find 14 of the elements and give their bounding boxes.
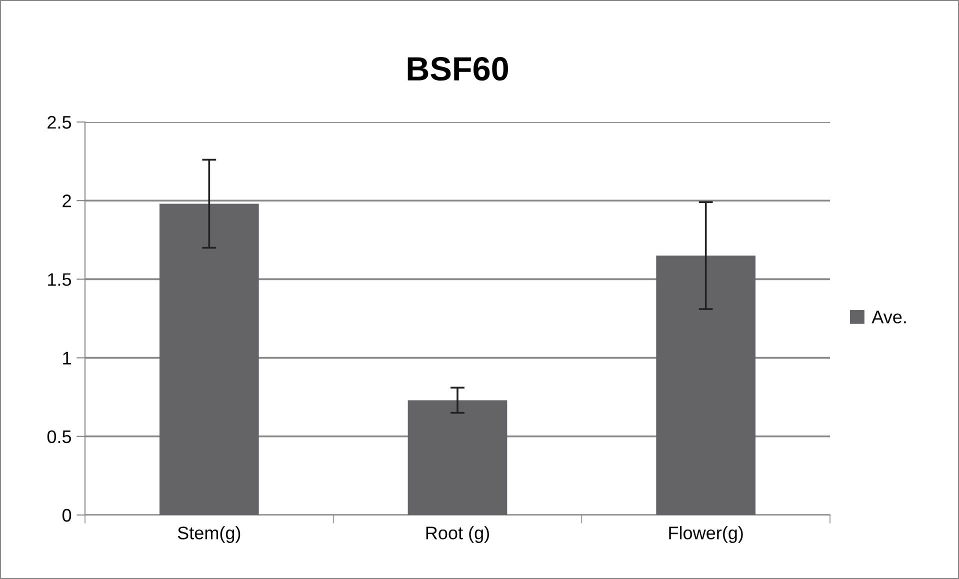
- bar: [656, 256, 756, 515]
- bar: [408, 400, 508, 515]
- y-tick-label: 0.5: [47, 430, 72, 444]
- x-tick-label: Root (g): [426, 526, 489, 543]
- chart-title: BSF60: [408, 57, 508, 81]
- y-tick-label: 2.5: [48, 116, 72, 129]
- x-tick-label: Flower(g): [669, 526, 743, 543]
- y-tick-label: 1.5: [48, 273, 72, 286]
- bar: [160, 204, 259, 515]
- y-tick-label: 0: [62, 508, 72, 522]
- y-tick-label: 2: [62, 194, 71, 208]
- legend-label: Ave.: [872, 310, 906, 324]
- x-tick-label: Stem(g): [178, 526, 240, 543]
- y-tick-label: 1: [63, 352, 71, 364]
